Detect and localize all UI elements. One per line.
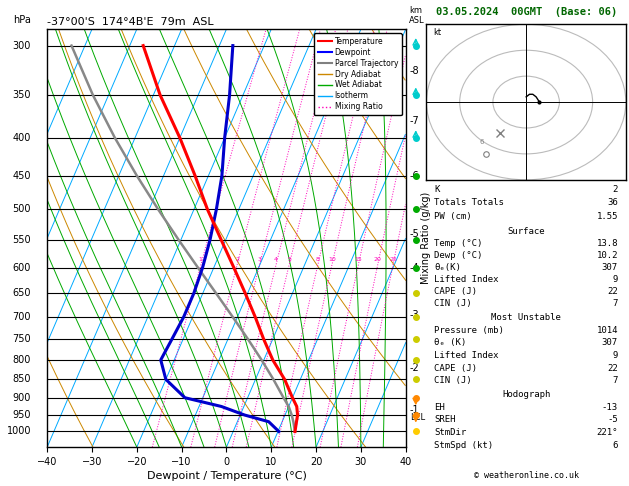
Text: SREH: SREH [435, 416, 456, 424]
Text: CIN (J): CIN (J) [435, 376, 472, 385]
Text: Lifted Index: Lifted Index [435, 351, 499, 360]
Text: 400: 400 [13, 133, 31, 143]
Text: Dewp (°C): Dewp (°C) [435, 251, 483, 260]
Text: -3: -3 [410, 310, 420, 320]
Legend: Temperature, Dewpoint, Parcel Trajectory, Dry Adiabat, Wet Adiabat, Isotherm, Mi: Temperature, Dewpoint, Parcel Trajectory… [314, 33, 402, 115]
Text: 36: 36 [607, 198, 618, 208]
Text: -4: -4 [410, 263, 420, 273]
Text: 1014: 1014 [596, 326, 618, 335]
Text: PW (cm): PW (cm) [435, 212, 472, 221]
Text: 650: 650 [13, 288, 31, 298]
Text: 600: 600 [13, 263, 31, 273]
Text: 2: 2 [235, 257, 239, 262]
Text: EH: EH [435, 403, 445, 412]
Text: hPa: hPa [13, 15, 31, 25]
Text: 22: 22 [607, 364, 618, 373]
Text: K: K [435, 185, 440, 193]
Text: Lifted Index: Lifted Index [435, 275, 499, 284]
Text: Totals Totals: Totals Totals [435, 198, 504, 208]
Text: 9: 9 [613, 275, 618, 284]
Text: LCL: LCL [410, 413, 425, 422]
Text: 13.8: 13.8 [596, 239, 618, 248]
Text: 7: 7 [613, 376, 618, 385]
Text: 10.2: 10.2 [596, 251, 618, 260]
Text: 8: 8 [316, 257, 320, 262]
Text: Pressure (mb): Pressure (mb) [435, 326, 504, 335]
Text: 03.05.2024  00GMT  (Base: 06): 03.05.2024 00GMT (Base: 06) [435, 7, 617, 17]
Text: Most Unstable: Most Unstable [491, 313, 561, 322]
Text: 800: 800 [13, 355, 31, 365]
Text: 1.55: 1.55 [596, 212, 618, 221]
Text: 850: 850 [13, 374, 31, 384]
Text: 4: 4 [274, 257, 278, 262]
Text: 1000: 1000 [6, 427, 31, 436]
Text: 2: 2 [613, 185, 618, 193]
Text: -5: -5 [410, 229, 420, 239]
Text: StmSpd (kt): StmSpd (kt) [435, 441, 494, 450]
Text: CIN (J): CIN (J) [435, 299, 472, 309]
Text: -1: -1 [410, 405, 420, 415]
Text: 307: 307 [602, 338, 618, 347]
Text: 1: 1 [199, 257, 203, 262]
Text: CAPE (J): CAPE (J) [435, 287, 477, 296]
Text: 307: 307 [602, 263, 618, 272]
Text: 15: 15 [354, 257, 362, 262]
Text: 25: 25 [389, 257, 397, 262]
Text: -13: -13 [602, 403, 618, 412]
Text: StmDir: StmDir [435, 428, 467, 437]
Text: CAPE (J): CAPE (J) [435, 364, 477, 373]
Text: -2: -2 [410, 363, 420, 373]
Text: -8: -8 [410, 66, 420, 76]
X-axis label: Dewpoint / Temperature (°C): Dewpoint / Temperature (°C) [147, 471, 306, 481]
Text: -37°00'S  174°4B'E  79m  ASL: -37°00'S 174°4B'E 79m ASL [47, 17, 214, 27]
Text: 450: 450 [13, 171, 31, 181]
Text: 6: 6 [480, 139, 484, 144]
Text: Mixing Ratio (g/kg): Mixing Ratio (g/kg) [421, 192, 431, 284]
Text: © weatheronline.co.uk: © weatheronline.co.uk [474, 471, 579, 480]
Text: Surface: Surface [508, 226, 545, 236]
Text: θₑ(K): θₑ(K) [435, 263, 461, 272]
Text: km
ASL: km ASL [409, 6, 425, 25]
Text: 10: 10 [328, 257, 336, 262]
Text: 3: 3 [257, 257, 262, 262]
Text: 550: 550 [13, 235, 31, 245]
Text: 20: 20 [374, 257, 382, 262]
Text: 950: 950 [13, 410, 31, 420]
Text: -6: -6 [410, 171, 420, 181]
Text: kt: kt [433, 28, 441, 36]
Text: Temp (°C): Temp (°C) [435, 239, 483, 248]
Text: 7: 7 [613, 299, 618, 309]
Text: 700: 700 [13, 312, 31, 322]
Text: 6: 6 [613, 441, 618, 450]
Text: Hodograph: Hodograph [502, 390, 550, 399]
Text: 350: 350 [13, 90, 31, 100]
Text: 221°: 221° [596, 428, 618, 437]
Text: θₑ (K): θₑ (K) [435, 338, 467, 347]
Text: 900: 900 [13, 393, 31, 403]
Text: 22: 22 [607, 287, 618, 296]
Text: 9: 9 [613, 351, 618, 360]
Text: 500: 500 [13, 204, 31, 214]
Text: -7: -7 [410, 116, 420, 126]
Text: -5: -5 [607, 416, 618, 424]
Text: 300: 300 [13, 41, 31, 51]
Text: 750: 750 [13, 334, 31, 344]
Text: 5: 5 [287, 257, 291, 262]
